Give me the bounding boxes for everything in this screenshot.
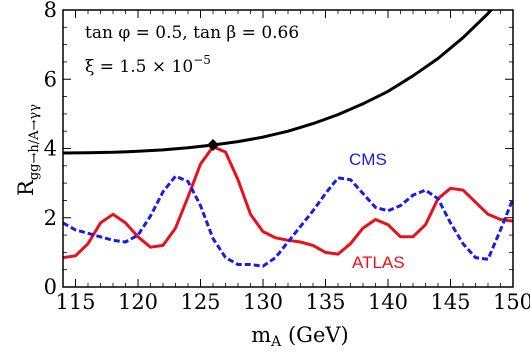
x-tick-label: 140 xyxy=(368,290,408,314)
y-tick-label: 8 xyxy=(44,0,57,22)
annotation-params: tan φ = 0.5, tan β = 0.66 xyxy=(85,23,299,43)
x-tick-label: 145 xyxy=(430,290,470,314)
series-label-atlas: ATLAS xyxy=(352,253,405,272)
annotation-xi-exponent: −5 xyxy=(193,53,211,67)
benchmark-marker xyxy=(207,139,219,152)
annotation-xi: ξ = 1.5 × 10−5 xyxy=(85,53,211,77)
x-tick-label: 135 xyxy=(305,290,345,314)
annotation-xi-base: ξ = 1.5 × 10 xyxy=(85,57,193,77)
x-tick-label: 130 xyxy=(243,290,283,314)
x-tick-label: 150 xyxy=(493,290,530,314)
marker-layer xyxy=(207,139,219,152)
x-axis-title: mA (GeV) xyxy=(251,323,348,350)
y-tick-label: 0 xyxy=(44,275,57,299)
axis-ticks: 115 120 125 130 135 140 145 150 0 2 4 6 8 xyxy=(44,0,530,314)
cms-curve xyxy=(63,174,513,268)
svg-text:Rgg→h/A→γγ: Rgg→h/A→γγ xyxy=(14,104,42,196)
y-tick-label: 2 xyxy=(44,206,57,230)
x-tick-label: 115 xyxy=(55,290,95,314)
x-tick-label: 125 xyxy=(180,290,220,314)
y-tick-label: 4 xyxy=(44,137,57,161)
series-curves xyxy=(63,10,513,268)
y-tick-label: 6 xyxy=(44,67,57,91)
y-axis-title: Rgg→h/A→γγ xyxy=(14,104,42,196)
prediction-curve xyxy=(63,10,494,155)
series-label-cms: CMS xyxy=(349,150,387,169)
x-tick-label: 120 xyxy=(118,290,158,314)
